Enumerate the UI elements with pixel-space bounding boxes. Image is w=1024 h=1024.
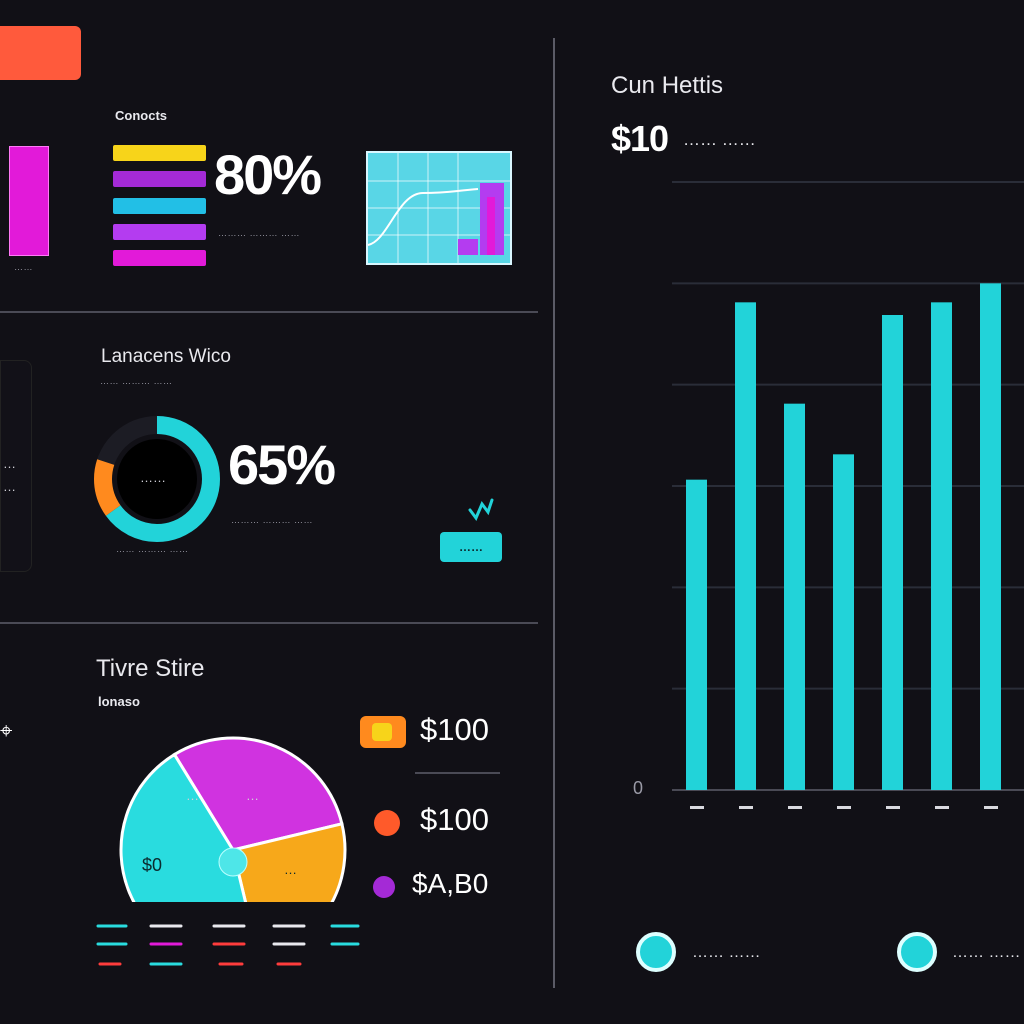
brand-tab[interactable]	[0, 26, 81, 80]
legend-label-1: …… ……	[692, 944, 761, 961]
chart-value: $10	[611, 118, 669, 159]
left-stub-card[interactable]: … …	[0, 360, 32, 572]
x-tick	[837, 806, 851, 809]
bar-3	[784, 403, 805, 790]
pie-label-2: …	[246, 788, 259, 803]
hbar-magenta	[113, 250, 206, 266]
hbar-cyan	[113, 198, 206, 214]
bar-4	[833, 454, 854, 790]
x-tick	[984, 806, 998, 809]
x-tick	[886, 806, 900, 809]
pie-label-3: $0	[142, 855, 163, 875]
top-vertical-bar	[9, 146, 49, 256]
x-tick	[788, 806, 802, 809]
purple-dot-icon	[373, 876, 395, 898]
legend-swatch-1	[636, 932, 676, 972]
trend-up-icon	[468, 498, 494, 521]
donut-caption: …… ……… ……	[116, 544, 189, 554]
legend-swatch-2	[897, 932, 937, 972]
legend-label-2: …… ……	[952, 944, 1021, 961]
pie-base-mask	[118, 902, 348, 910]
middle-caption: ……… ……… ……	[231, 515, 314, 525]
cursor-icon: ⌖	[0, 718, 13, 743]
bottom-panel-subtitle: lonaso	[98, 694, 140, 709]
bar-chart: 0	[633, 181, 1024, 809]
mini-chart-card[interactable]	[366, 151, 512, 265]
bar-7	[980, 283, 1001, 790]
top-caption: ……… ……… ……	[218, 228, 301, 238]
middle-panel-title: Lanacens Wico	[101, 346, 231, 367]
chart-title: Cun Hettis	[611, 72, 724, 99]
amount-separator	[415, 772, 500, 774]
pie-chart	[118, 736, 348, 910]
trend-badge-button[interactable]: ……	[440, 532, 502, 562]
donut-arc-orange	[94, 416, 220, 542]
mini-line-chart	[367, 153, 510, 263]
x-tick	[739, 806, 753, 809]
x-tick	[690, 806, 704, 809]
left-stub-value-b: …	[3, 479, 16, 494]
coin-icon	[360, 716, 406, 748]
donut-chart	[94, 416, 220, 542]
x-tick	[935, 806, 949, 809]
chart-value-subtitle: …… ……	[683, 130, 756, 149]
bar-5	[882, 315, 903, 790]
pie-legend-lines	[96, 924, 360, 966]
pie-slice-3	[119, 752, 249, 910]
hbar-purple	[113, 171, 206, 187]
bar-6	[931, 302, 952, 790]
pie-label-4: …	[284, 862, 297, 877]
orange-dot-icon	[374, 810, 400, 836]
horizontal-divider-1	[0, 311, 538, 313]
left-stub-value-a: …	[3, 456, 16, 471]
hbar-yellow	[113, 145, 206, 161]
donut-center-label: ……	[140, 470, 166, 485]
pie-hub	[218, 847, 248, 877]
hbar-violet	[113, 224, 206, 240]
pie-legend	[96, 922, 366, 977]
vertical-divider	[553, 38, 555, 988]
middle-panel-subtitle: …… ……… ……	[100, 376, 173, 386]
middle-big-value: 65%	[228, 433, 336, 496]
amount-1: $100	[420, 712, 489, 747]
bar-2	[735, 302, 756, 790]
amount-2: $100	[420, 802, 489, 837]
top-big-value: 80%	[214, 143, 322, 206]
top-vertical-bar-label: ……	[14, 262, 33, 272]
y-tick-label: 0	[633, 778, 643, 798]
pie-label-1: …	[186, 788, 199, 803]
amount-3: $A,B0	[412, 868, 489, 899]
bar-1	[686, 479, 707, 790]
donut-arc-cyan	[94, 416, 220, 542]
bottom-panel-title: Tivre Stire	[96, 655, 205, 682]
top-panel-title: Conocts	[115, 108, 167, 123]
horizontal-divider-2	[0, 622, 538, 624]
